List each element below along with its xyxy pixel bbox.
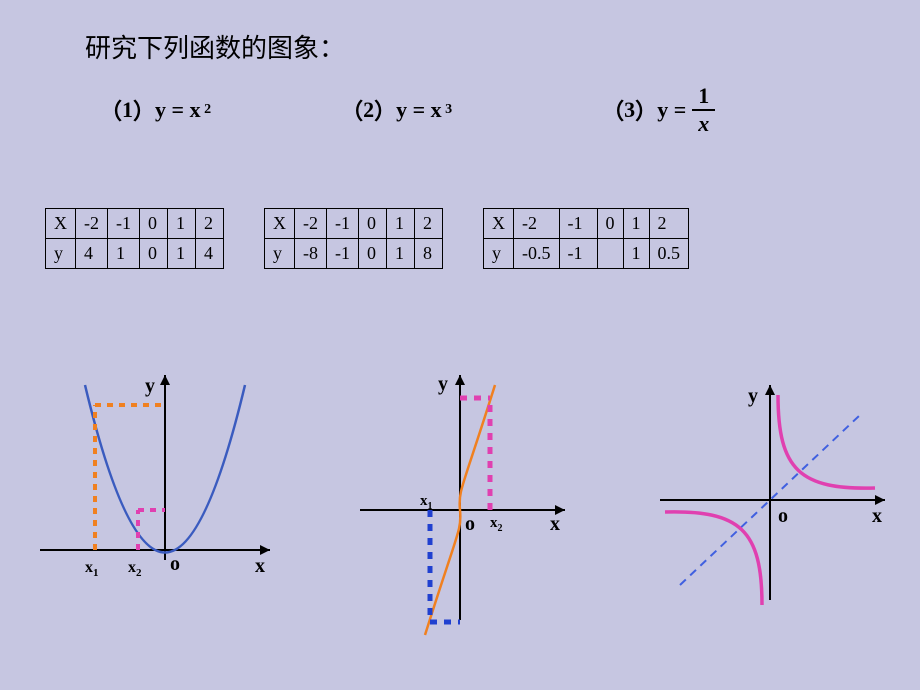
svg-text:o: o [170, 553, 180, 575]
table-3: X -2 -1 0 1 2 y -0.5 -1 1 0.5 [483, 208, 689, 269]
frac-numerator: 1 [692, 85, 715, 111]
eq-exp: 2 [201, 102, 212, 118]
cell: -0.5 [514, 239, 560, 269]
cell: 0 [140, 209, 168, 239]
cell: X [46, 209, 76, 239]
svg-text:x2: x2 [490, 515, 503, 534]
cubic-svg: y x o x1 x2 [350, 360, 580, 640]
svg-text:y: y [438, 373, 448, 395]
cell: 1 [623, 239, 649, 269]
paren: （ [341, 94, 363, 126]
cell: y [265, 239, 295, 269]
cell: 0 [359, 239, 387, 269]
cell: -1 [108, 209, 140, 239]
cell: 4 [196, 239, 224, 269]
paren: （ [100, 94, 122, 126]
table-row: y -0.5 -1 1 0.5 [484, 239, 689, 269]
paren: （ [602, 94, 624, 126]
cell: X [265, 209, 295, 239]
cell: -2 [514, 209, 560, 239]
svg-text:x2: x2 [128, 559, 142, 579]
table-row: X -2 -1 0 1 2 [46, 209, 224, 239]
table-1: X -2 -1 0 1 2 y 4 1 0 1 4 [45, 208, 224, 269]
parabola-svg: y x o x1 x2 [30, 360, 280, 610]
svg-text:y: y [145, 375, 155, 397]
cell: X [484, 209, 514, 239]
table-row: X -2 -1 0 1 2 [484, 209, 689, 239]
cell: 1 [108, 239, 140, 269]
svg-text:y: y [748, 385, 758, 407]
graph-parabola: y x o x1 x2 [30, 360, 280, 645]
eq-num: 2 [363, 97, 374, 123]
equations-row: （1）y = x 2 （2） y = x 3 （3）y = 1 x [100, 85, 880, 135]
graphs-row: y x o x1 x2 y x o x1 x2 [30, 360, 900, 645]
cell: 8 [415, 239, 443, 269]
svg-text:x: x [872, 505, 882, 527]
svg-text:o: o [465, 513, 475, 535]
cell: -1 [559, 239, 597, 269]
eq-num: 3 [624, 97, 635, 123]
paren: ） [374, 94, 396, 126]
cell: 2 [415, 209, 443, 239]
cell: -2 [295, 209, 327, 239]
cell: -1 [327, 239, 359, 269]
paren: ） [635, 94, 657, 126]
eq-num: 1 [122, 97, 133, 123]
frac-denominator: x [692, 111, 715, 135]
cell: 1 [168, 209, 196, 239]
cell: 4 [76, 239, 108, 269]
equation-1: （1）y = x 2 [100, 85, 211, 135]
fraction: 1 x [692, 85, 715, 135]
cell: 1 [387, 209, 415, 239]
eq-expr: y = [657, 97, 686, 123]
table-row: y -8 -1 0 1 8 [265, 239, 443, 269]
cell: 0 [140, 239, 168, 269]
eq-expr: y = x [396, 97, 442, 123]
cell: y [484, 239, 514, 269]
cell: 2 [649, 209, 689, 239]
cell: -1 [559, 209, 597, 239]
page-title: 研究下列函数的图象： [85, 28, 345, 65]
hyperbola-svg: y x o [650, 360, 900, 610]
cell: 2 [196, 209, 224, 239]
cell: -1 [327, 209, 359, 239]
cell: 1 [168, 239, 196, 269]
cell: 0 [597, 209, 623, 239]
svg-text:x: x [255, 555, 265, 577]
table-row: y 4 1 0 1 4 [46, 239, 224, 269]
eq-expr: y = x [155, 97, 201, 123]
table-2: X -2 -1 0 1 2 y -8 -1 0 1 8 [264, 208, 443, 269]
cell: -2 [76, 209, 108, 239]
svg-text:x1: x1 [85, 559, 99, 579]
eq-exp: 3 [442, 102, 453, 118]
graph-hyperbola: y x o [650, 360, 900, 645]
equation-2: （2） y = x 3 [341, 85, 452, 135]
equation-3: （3）y = 1 x [602, 85, 715, 135]
cell: y [46, 239, 76, 269]
cell: 1 [623, 209, 649, 239]
cell: 0 [359, 209, 387, 239]
cell: 1 [387, 239, 415, 269]
cell: 0.5 [649, 239, 689, 269]
table-row: X -2 -1 0 1 2 [265, 209, 443, 239]
paren: ） [133, 94, 155, 126]
graph-cubic: y x o x1 x2 [350, 360, 580, 645]
svg-text:x: x [550, 513, 560, 535]
cell [597, 239, 623, 269]
tables-row: X -2 -1 0 1 2 y 4 1 0 1 4 X -2 -1 0 1 2 … [45, 208, 689, 269]
cell: -8 [295, 239, 327, 269]
svg-text:o: o [778, 505, 788, 527]
